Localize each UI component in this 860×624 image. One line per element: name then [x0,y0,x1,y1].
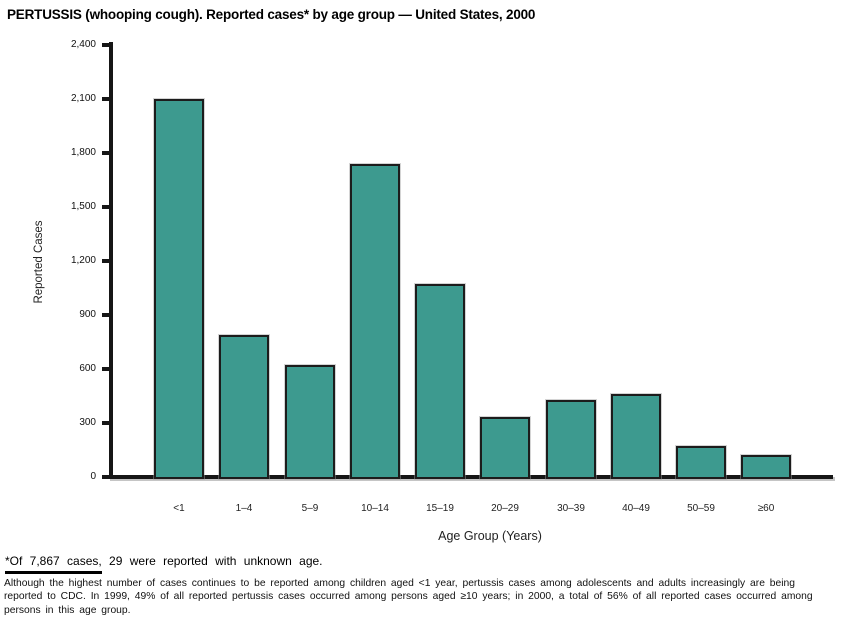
x-tick-label: 20–29 [491,503,519,514]
x-tick-label: ≥60 [757,503,775,514]
x-tick-label: 1–4 [235,503,253,514]
bar-<1 [154,99,204,479]
y-tick [102,313,110,317]
x-tick-label: 5–9 [301,503,319,514]
y-tick [102,97,110,101]
x-tick-label: 15–19 [426,503,454,514]
y-axis-line [109,42,113,479]
y-tick [102,43,110,47]
x-tick-label: 50–59 [687,503,715,514]
bar-15–19 [415,284,465,479]
bar-40–49 [611,394,661,479]
y-tick-label: 1,200 [70,255,96,266]
footnote-underlined-part: *Of 7,867 cases, [5,554,102,574]
y-tick [102,151,110,155]
y-tick-label: 1,800 [70,147,96,158]
y-tick [102,205,110,209]
bar-10–14 [350,163,400,479]
x-tick-label: 30–39 [557,503,585,514]
bar-30–39 [546,399,596,479]
bar-5–9 [285,365,335,479]
y-tick [102,475,110,479]
y-tick-label: 0 [90,471,96,482]
y-tick-label: 900 [79,309,96,320]
figure-title: PERTUSSIS (whooping cough). Reported cas… [7,7,536,22]
bar-chart: Reported Cases Age Group (Years) 0 300 600… [33,39,833,543]
x-tick-label: 40–49 [622,503,650,514]
x-tick-label: 10–14 [361,503,389,514]
bar-1–4 [219,334,269,479]
footnote-unknown-age: *Of 7,867 cases, 29 were reported with u… [5,554,855,574]
y-tick-label: 1,500 [70,201,96,212]
footnote-rest: 29 were reported with unknown age. [101,554,323,568]
y-tick [102,259,110,263]
bar-20–29 [480,416,530,479]
y-tick [102,367,110,371]
y-tick-label: 600 [79,363,96,374]
y-tick-label: 2,100 [70,93,96,104]
x-tick-label: <1 [173,503,185,514]
y-tick-label: 300 [79,417,96,428]
x-axis-title: Age Group (Years) [438,529,542,543]
x-axis-line [108,475,833,479]
y-tick [102,421,110,425]
editorial-note: Although the highest number of cases con… [4,578,813,616]
bar-≥60 [741,455,791,479]
bar-50–59 [676,445,726,479]
y-tick-label: 2,400 [70,39,96,50]
